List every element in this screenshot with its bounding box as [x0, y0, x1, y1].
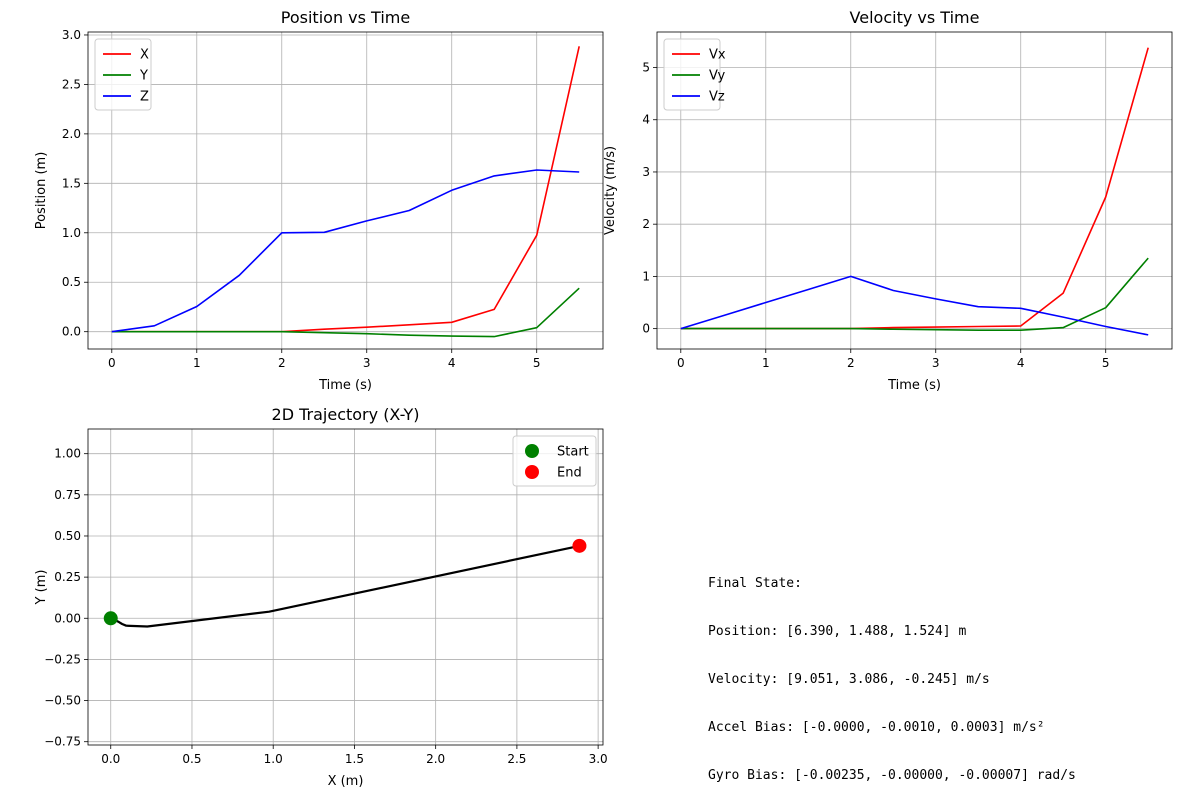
series-line-x: [111, 46, 580, 333]
x-tick-label: 3: [932, 356, 940, 370]
y-tick-label: −0.50: [44, 694, 81, 708]
y-tick-label: −0.75: [44, 735, 81, 749]
x-axis-label: X (m): [328, 774, 364, 789]
plot-frame: [656, 31, 1173, 350]
y-tick-label: 0.00: [54, 611, 81, 625]
final-state-position: Position: [6.390, 1.488, 1.524] m: [708, 624, 967, 639]
legend-box: [512, 435, 597, 487]
y-tick-label: 0.75: [54, 488, 81, 502]
series-line-y: [111, 287, 580, 338]
x-tick-label: 1: [762, 356, 770, 370]
series-line-vz: [680, 275, 1149, 336]
legend-label-vz: Vz: [709, 90, 725, 105]
legend-label-vx: Vx: [709, 48, 726, 63]
legend-label-x: X: [140, 48, 149, 63]
y-tick-label: 0.25: [54, 570, 81, 584]
chart-title: 2D Trajectory (X-Y): [272, 405, 420, 424]
y-tick-label: 0.50: [54, 529, 81, 543]
x-tick-label: 2: [278, 356, 286, 370]
x-tick-label: 5: [533, 356, 541, 370]
series-line-vx: [680, 47, 1149, 330]
legend: XYZ: [94, 38, 152, 111]
legend: Vx Vy Vz: [663, 38, 726, 111]
y-tick-label: 1.0: [62, 226, 81, 240]
x-tick-label: 3.0: [589, 752, 608, 766]
y-tick-label: 2.0: [62, 127, 81, 141]
x-axis-label: Time (s): [318, 378, 372, 393]
y-tick-label: 5: [642, 61, 650, 75]
x-tick-label: 0.5: [182, 752, 201, 766]
final-state-velocity: Velocity: [9.051, 3.086, -0.245] m/s: [708, 672, 990, 687]
x-tick-label: 0.0: [101, 752, 120, 766]
y-tick-label: 1.00: [54, 447, 81, 461]
x-tick-label: 0: [108, 356, 116, 370]
legend-label-start: Start: [557, 445, 589, 460]
legend: Start End: [512, 435, 597, 487]
x-axis-label: Time (s): [887, 378, 941, 393]
x-tick-label: 4: [1017, 356, 1025, 370]
final-state-accel-bias: Accel Bias: [-0.0000, -0.0010, 0.0003] m…: [708, 720, 1045, 735]
x-tick-label: 3: [363, 356, 371, 370]
y-tick-label: 4: [642, 113, 650, 127]
final-state-text: Final State: Position: [6.390, 1.488, 1.…: [708, 544, 1076, 800]
y-axis-label: Y (m): [34, 570, 49, 606]
y-tick-label: 0.0: [62, 325, 81, 339]
legend-label-y: Y: [139, 69, 148, 84]
y-tick-label: 3: [642, 165, 650, 179]
legend-label-vy: Vy: [709, 69, 726, 84]
chart-title: Position vs Time: [281, 8, 410, 27]
y-tick-label: 2: [642, 217, 650, 231]
series-line-z: [111, 169, 580, 333]
chart-2: 0 1 2 3 4 5 0 1 2 3 4 5 Velocity vs Time Time (s) Velo…: [603, 8, 1173, 393]
x-tick-label: 2: [847, 356, 855, 370]
x-tick-label: 1.0: [264, 752, 283, 766]
y-tick-label: 0.5: [62, 275, 81, 289]
marker-end: [572, 538, 587, 553]
y-tick-label: 1: [642, 269, 650, 283]
y-axis-label: Velocity (m/s): [603, 146, 618, 235]
legend-marker-start: [525, 444, 539, 458]
marker-start: [103, 611, 118, 626]
x-tick-label: 1.5: [345, 752, 364, 766]
legend-marker-end: [525, 465, 539, 479]
legend-label-z: Z: [140, 90, 149, 105]
y-tick-label: 2.5: [62, 77, 81, 91]
y-tick-label: 0: [642, 322, 650, 336]
x-tick-label: 5: [1102, 356, 1110, 370]
y-tick-label: 1.5: [62, 176, 81, 190]
chart-title: Velocity vs Time: [850, 8, 980, 27]
x-tick-label: 2.5: [507, 752, 526, 766]
final-state-heading: Final State:: [708, 576, 802, 591]
y-axis-label: Position (m): [34, 152, 49, 230]
x-tick-label: 4: [448, 356, 456, 370]
final-state-gyro-bias: Gyro Bias: [-0.00235, -0.00000, -0.00007…: [708, 768, 1076, 783]
plot-frame: [87, 31, 604, 350]
plot-frame: [87, 428, 604, 746]
x-tick-label: 0: [677, 356, 685, 370]
y-tick-label: −0.25: [44, 652, 81, 666]
legend-label-end: End: [557, 466, 582, 481]
x-tick-label: 1: [193, 356, 201, 370]
series-line-trajectory: [110, 544, 580, 628]
series-line-vy: [680, 257, 1149, 332]
chart-3: 0.0 0.5 1.0 1.5 2.0 2.5 3.0 −0.75 −0.50 −0.25 0.00…: [34, 405, 608, 789]
x-tick-label: 2.0: [426, 752, 445, 766]
y-tick-label: 3.0: [62, 28, 81, 42]
chart-1: 0 1 2 3 4 5 0.0 0.5 1.0 1.5 2.0 2.5 3.0 Position vs T…: [34, 8, 604, 393]
